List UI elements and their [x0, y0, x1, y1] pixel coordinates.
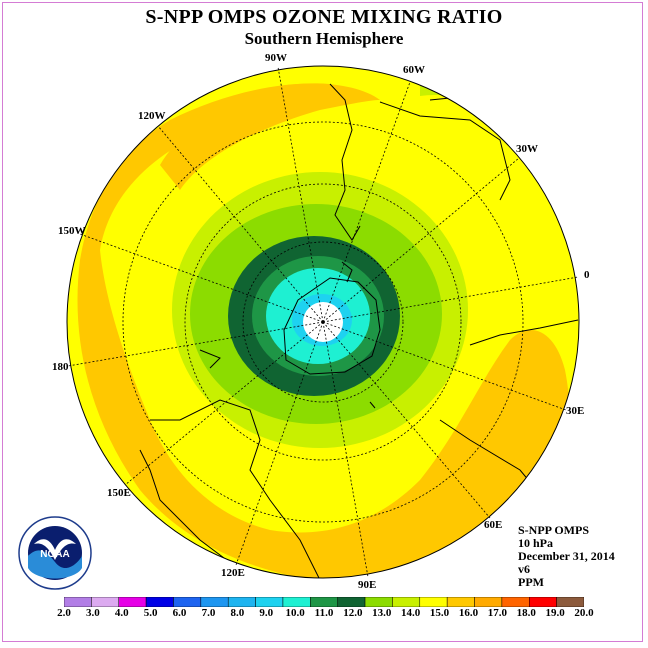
colorbar-swatch — [282, 597, 311, 607]
lon-label-90e: 90E — [358, 579, 376, 591]
graticule — [67, 66, 579, 578]
colorbar-swatch — [556, 597, 584, 607]
lon-label-60w: 60W — [403, 64, 425, 76]
figure-frame — [2, 2, 643, 642]
colorbar-swatch — [419, 597, 448, 607]
colorbar-swatch — [227, 597, 256, 607]
info-block: S-NPP OMPS 10 hPa December 31, 2014 v6 P… — [518, 524, 615, 589]
colorbar-tick-label: 6.0 — [172, 607, 187, 619]
lon-label-90w: 90W — [265, 52, 287, 64]
colorbar-swatch — [200, 597, 229, 607]
lon-label-30e: 30E — [566, 405, 584, 417]
colorbar-swatch — [392, 597, 421, 607]
colorbar-tick-label: 20.0 — [574, 607, 594, 619]
colorbar-tick-label: 13.0 — [372, 607, 392, 619]
noaa-logo: NOAA — [18, 516, 92, 590]
colorbar-tick-label: 3.0 — [86, 607, 100, 619]
lon-label-150w: 150W — [58, 225, 86, 237]
colorbar-ticks: 2.0 3.0 4.0 5.0 6.0 7.0 8.0 9.0 10.0 11.0 12.0 13.0… — [0, 607, 648, 621]
colorbar-tick-label: 18.0 — [516, 607, 536, 619]
colorbar-swatch — [173, 597, 202, 607]
colorbar-tick-label: 8.0 — [230, 607, 245, 619]
colorbar-swatch — [145, 597, 174, 607]
colorbar-tick-label: 19.0 — [545, 607, 565, 619]
colorbar-tick-label: 5.0 — [143, 607, 158, 619]
lon-label-30w: 30W — [516, 143, 538, 155]
info-satellite: S-NPP OMPS — [518, 523, 589, 537]
coastlines — [139, 83, 579, 578]
colorbar-tick-label: 12.0 — [343, 607, 363, 619]
colorbar-swatch — [337, 597, 366, 607]
info-version: v6 — [518, 562, 530, 576]
colorbar-swatch — [501, 597, 530, 607]
lon-label-0: 0 — [584, 269, 590, 281]
colorbar-tick-label: 9.0 — [259, 607, 274, 619]
colorbar-swatch — [364, 597, 393, 607]
colorbar-tick-label: 11.0 — [314, 607, 334, 619]
info-date: December 31, 2014 — [518, 549, 615, 563]
info-pressure-level: 10 hPa — [518, 536, 554, 550]
colorbar-tick-label: 7.0 — [201, 607, 216, 619]
colorbar-swatch — [446, 597, 475, 607]
colorbar-tick-label: 16.0 — [458, 607, 479, 619]
map-title: S-NPP OMPS OZONE MIXING RATIO — [145, 6, 503, 28]
lon-label-60e: 60E — [484, 519, 502, 531]
map-boundary — [66, 65, 580, 579]
colorbar — [64, 597, 584, 607]
map-subtitle: Southern Hemisphere — [244, 29, 404, 48]
colorbar-tick-label: 2.0 — [57, 607, 71, 619]
colorbar-tick-label: 14.0 — [401, 607, 421, 619]
colorbar-swatch — [118, 597, 147, 607]
colorbar-tick-label: 10.0 — [285, 607, 305, 619]
south-pole-marker — [321, 320, 325, 324]
lon-label-120e: 120E — [221, 567, 245, 579]
info-units: PPM — [518, 575, 544, 589]
colorbar-swatch — [310, 597, 338, 607]
colorbar-swatch — [64, 597, 92, 607]
colorbar-tick-label: 17.0 — [487, 607, 507, 619]
colorbar-tick-label: 15.0 — [429, 607, 450, 619]
ozone-field — [67, 66, 579, 578]
colorbar-swatch — [91, 597, 119, 607]
colorbar-tick-label: 4.0 — [114, 607, 129, 619]
lon-label-180: 180 — [52, 361, 69, 373]
colorbar-swatch — [255, 597, 284, 607]
noaa-logo-text: NOAA — [40, 549, 69, 560]
colorbar-swatch — [529, 597, 557, 607]
lon-label-150e: 150E — [107, 487, 131, 499]
lon-label-120w: 120W — [138, 110, 166, 122]
colorbar-swatch — [474, 597, 503, 607]
